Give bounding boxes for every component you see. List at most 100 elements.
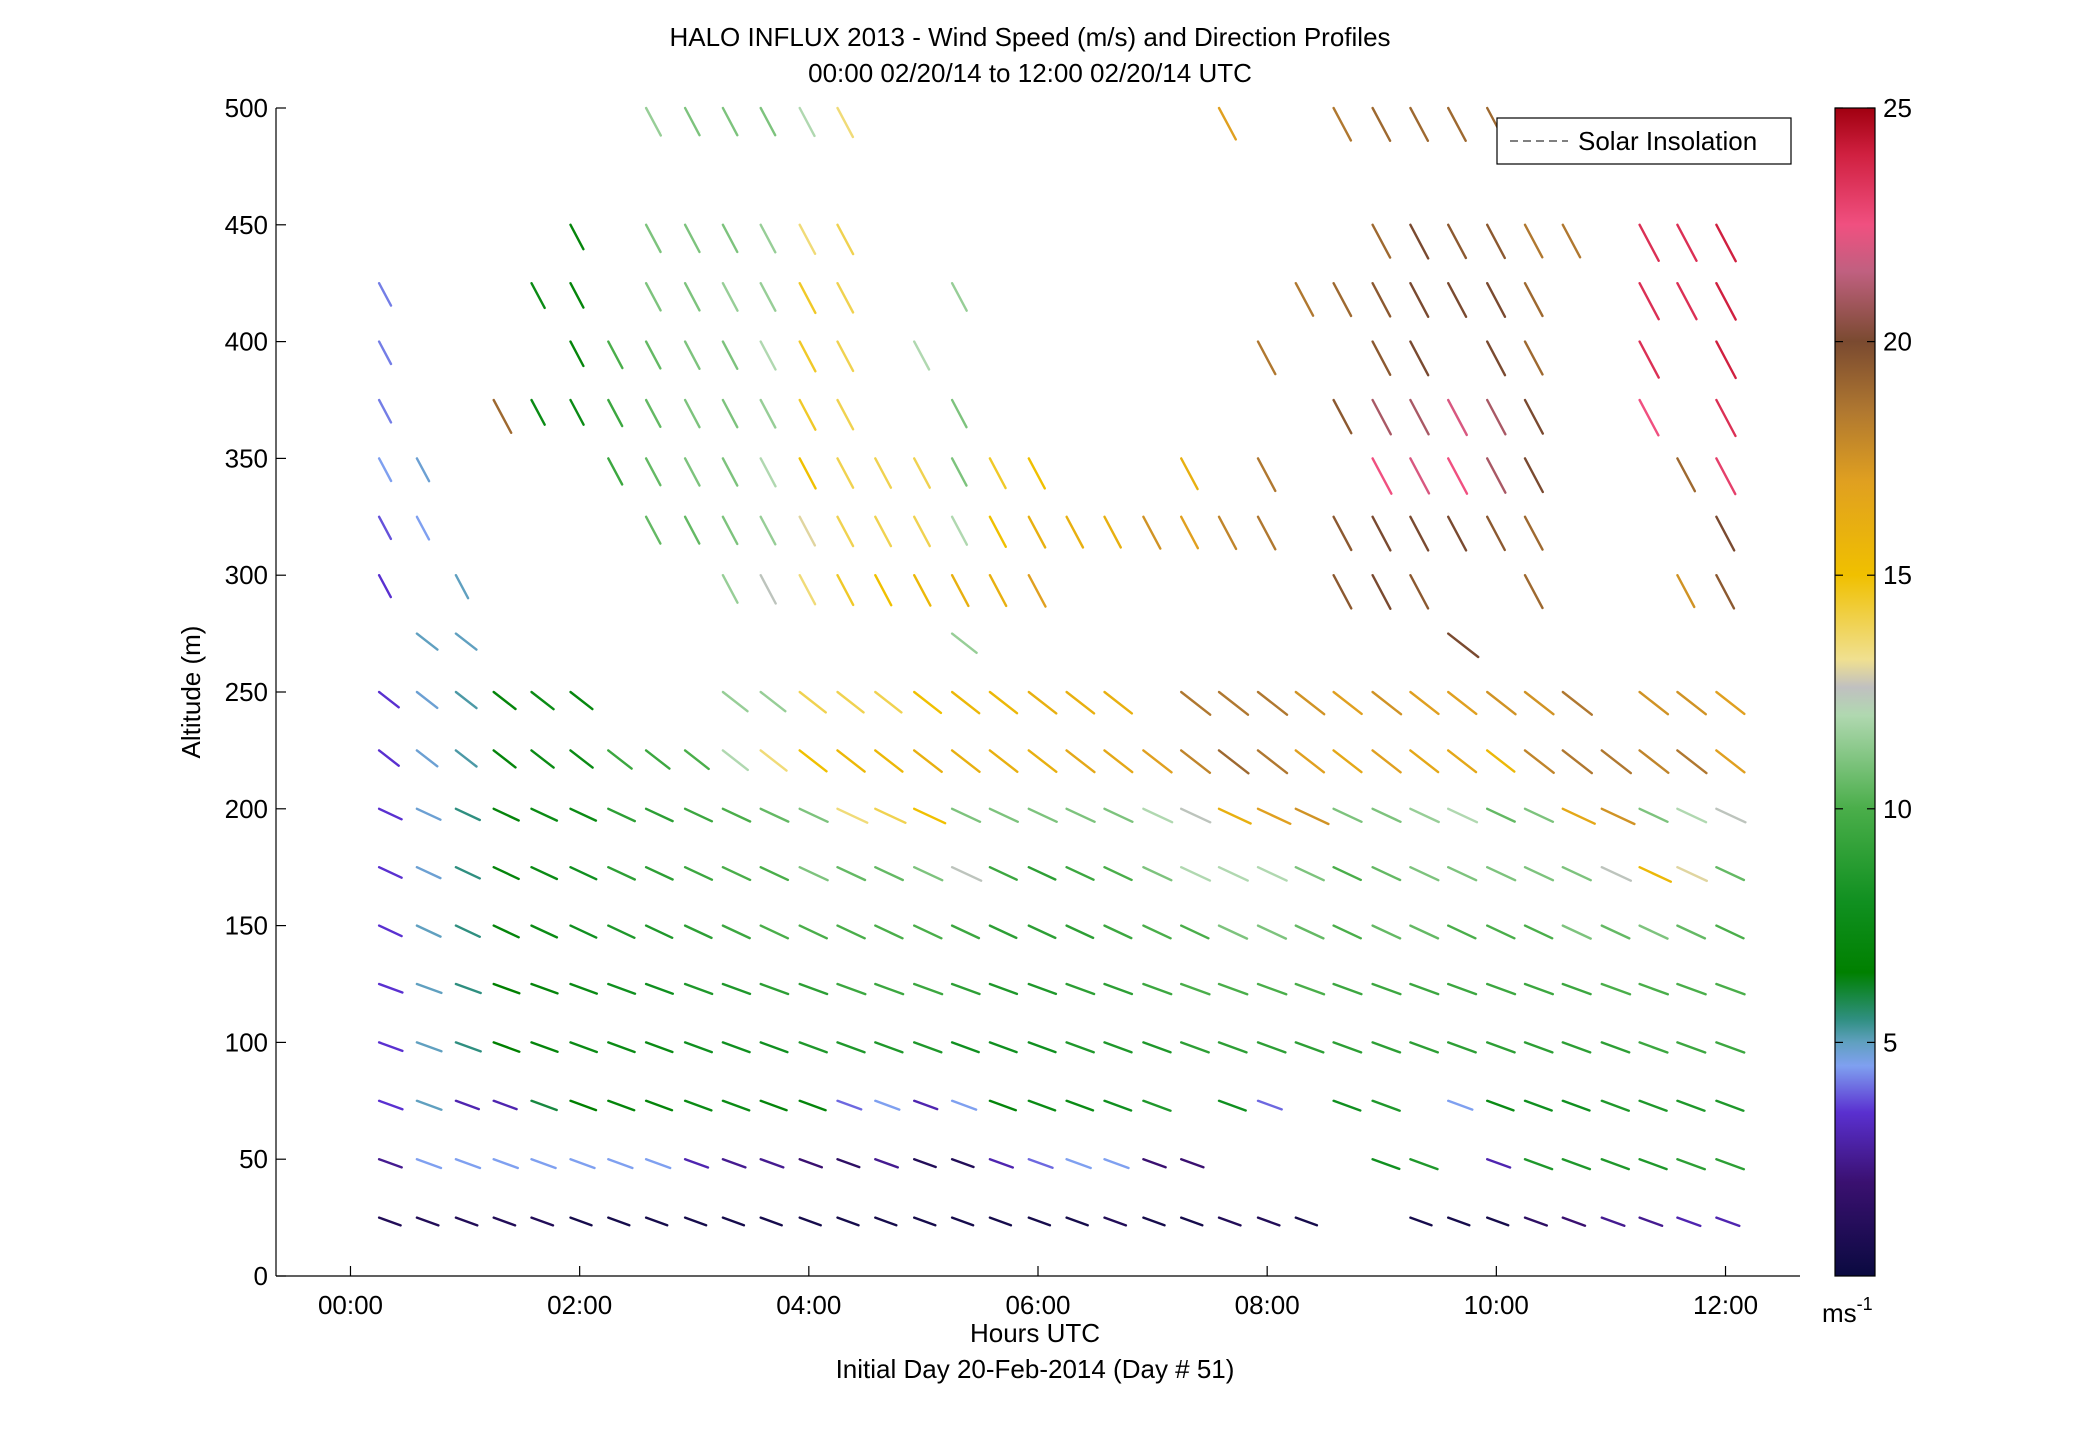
wind-barb [874,866,904,882]
wind-barb [530,807,559,822]
wind-barb [988,1157,1014,1169]
wind-barb [950,749,981,773]
wind-barb [1523,866,1555,882]
wind-barb [950,574,970,608]
wind-barb [721,398,739,429]
wind-barb [721,223,739,254]
wind-barb [644,515,662,545]
wind-barb [913,574,932,607]
wind-barb [377,340,393,366]
wind-barb [607,866,636,881]
wind-barb [1217,1216,1242,1227]
wind-barb [836,282,855,314]
wind-barb [1065,690,1096,715]
wind-barb [1446,982,1478,996]
wind-barb [1371,1099,1401,1112]
wind-barb [1409,223,1430,260]
wind-barb [1561,866,1592,882]
wind-barb [1676,223,1698,262]
wind-barb [1446,457,1469,495]
wind-barb [1523,398,1545,435]
wind-barb [1103,749,1134,774]
wind-barb [913,1157,937,1169]
wind-barb [721,690,749,713]
wind-barb [415,457,431,483]
wind-barb [569,1099,598,1112]
wind-barb [1065,1041,1095,1054]
wind-barb [1446,807,1479,824]
wind-barb [1446,282,1468,318]
wind-barb [683,457,701,487]
wind-barb [1142,1041,1172,1054]
wind-barb [798,340,817,373]
chart-title: HALO INFLUX 2013 - Wind Speed (m/s) and … [669,22,1390,52]
legend: Solar Insolation [1496,117,1792,165]
wind-barb [530,749,555,769]
wind-barb [1523,982,1555,996]
wind-barb [721,1216,746,1227]
wind-barb [1409,106,1430,143]
wind-barb [988,1041,1018,1054]
wind-barb [874,807,907,824]
wind-barb [759,924,790,940]
wind-barb [1065,1099,1095,1112]
wind-barb [798,982,829,996]
wind-barb [1179,515,1200,550]
wind-barb [1523,457,1545,494]
wind-barb [1027,574,1047,608]
wind-barb [950,282,968,312]
y-tick-label: 350 [225,443,268,473]
wind-barb [874,982,905,996]
y-tick-label: 300 [225,560,268,590]
wind-barb [1027,866,1057,881]
wind-barb [1142,749,1173,774]
wind-barb [1217,106,1238,141]
wind-barb [1485,749,1516,773]
wind-barb [1256,690,1289,716]
x-tick-label: 02:00 [547,1290,612,1320]
wind-barb [1179,982,1211,996]
wind-barb [377,807,403,821]
wind-barb [683,282,701,312]
wind-barb [1676,924,1707,940]
wind-barb [1256,1099,1283,1111]
wind-barb [569,749,594,769]
wind-barb [377,982,404,994]
x-tick-label: 10:00 [1464,1290,1529,1320]
wind-barb [644,924,674,939]
wind-barb [1409,1216,1433,1227]
wind-barb [1027,807,1058,823]
wind-barb [1409,282,1430,318]
wind-barb [759,282,777,312]
wind-barb [644,282,662,312]
wind-barb [454,924,481,938]
y-tick-label: 400 [225,327,268,357]
wind-barb [1294,690,1326,716]
wind-barb [1485,1157,1512,1169]
wind-barb [798,282,817,315]
wind-barb [569,924,598,939]
wind-barb [1103,1041,1133,1054]
wind-barb [1676,690,1708,716]
x-tick-label: 12:00 [1693,1290,1758,1320]
wind-barb [1027,749,1058,773]
wind-barb [1294,1216,1319,1227]
wind-barb [798,690,827,714]
wind-barb [415,982,443,995]
wind-barb [1371,749,1402,774]
wind-barb [1332,574,1353,610]
wind-barb [913,1216,937,1227]
wind-barb [683,866,714,881]
wind-barb [607,982,637,995]
wind-barb [913,982,944,996]
wind-barb [1217,1099,1247,1112]
wind-barb [1409,1157,1439,1171]
wind-barb [950,398,968,429]
wind-barb [913,457,931,489]
wind-barb [759,574,777,605]
wind-barb [1715,1157,1746,1171]
wind-barb [721,1157,747,1169]
y-tick-label: 50 [239,1144,268,1174]
wind-barb [874,749,904,773]
wind-barb [1332,807,1363,823]
